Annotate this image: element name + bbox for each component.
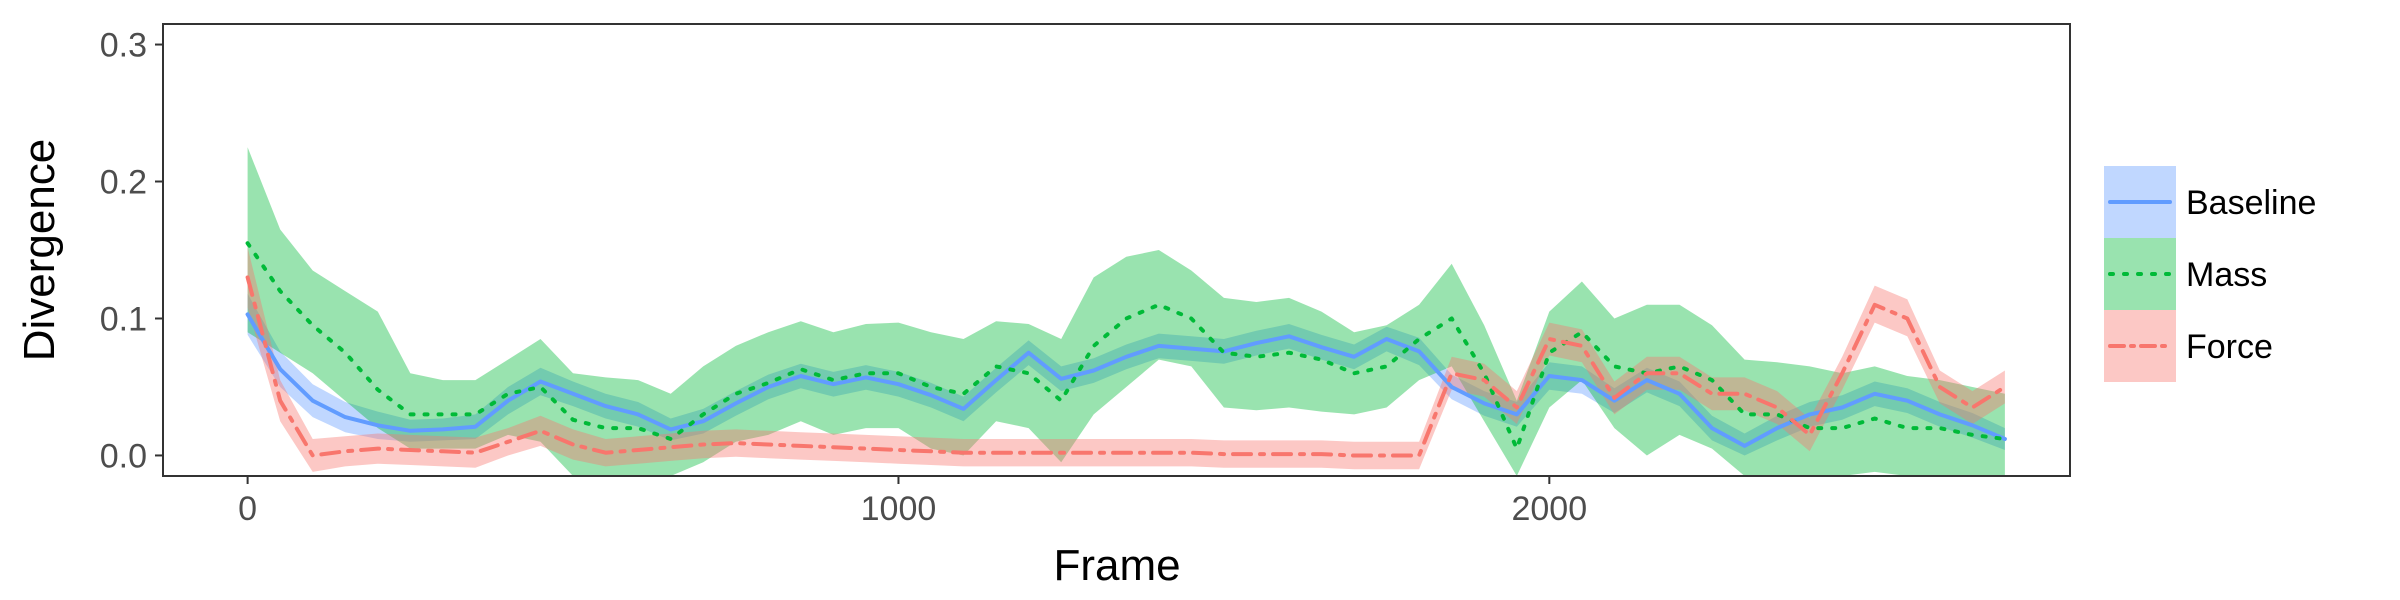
line-force [245, 275, 2007, 458]
plot-panel [163, 24, 2070, 476]
line-mass [245, 241, 2007, 451]
legend-label-baseline: Baseline [2186, 184, 2316, 222]
y-tick-label: 0.0 [100, 437, 147, 475]
x-tick-label: 0 [238, 490, 257, 528]
line-baseline [245, 312, 2007, 448]
x-tick-label: 2000 [1511, 490, 1587, 528]
x-tick-label: 1000 [861, 490, 937, 528]
band-force [247, 247, 2005, 472]
confidence-bands [247, 147, 2005, 477]
band-baseline [247, 293, 2005, 456]
legend-label-force: Force [2186, 328, 2273, 366]
x-axis-title: Frame [1053, 541, 1180, 590]
y-tick-label: 0.3 [100, 27, 147, 65]
x-axis: 0 1000 2000 [238, 476, 1587, 528]
series-lines [245, 241, 2007, 458]
plot-area [162, 23, 2071, 477]
plot-border [162, 23, 2071, 477]
y-axis-title: Divergence [15, 139, 64, 362]
legend-label-mass: Mass [2186, 256, 2267, 294]
legend: Baseline Mass Force [2104, 166, 2316, 382]
y-tick-label: 0.2 [100, 164, 147, 202]
band-mass [247, 147, 2005, 477]
y-tick-label: 0.1 [100, 300, 147, 338]
y-axis: 0.0 0.1 0.2 0.3 [100, 27, 163, 475]
